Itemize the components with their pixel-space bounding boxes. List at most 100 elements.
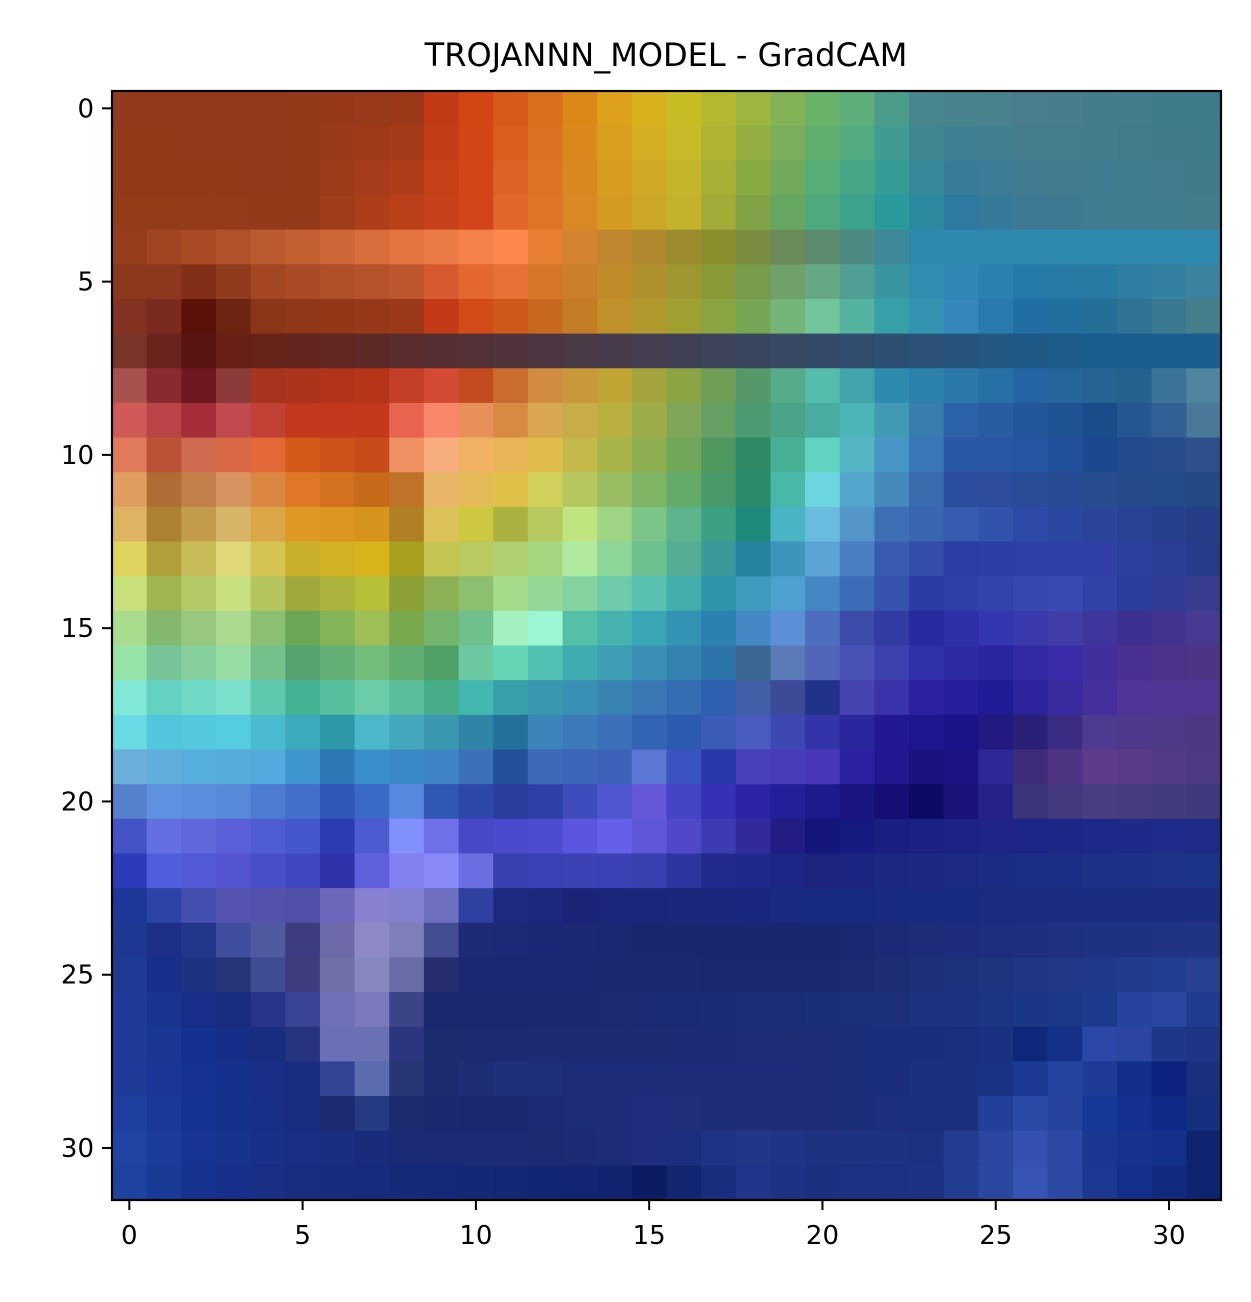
heatmap-cell [493,1026,529,1062]
heatmap-cell [943,680,980,716]
heatmap-cell [874,957,910,993]
heatmap-cell [285,749,321,785]
heatmap-cell [285,645,321,681]
heatmap-cell [839,784,876,820]
heatmap-cell [250,1165,286,1201]
heatmap-cell [770,402,806,439]
heatmap-cell [1047,506,1083,543]
heatmap-cell [423,680,460,716]
heatmap-cell [112,714,148,751]
heatmap-cell [701,680,737,716]
heatmap-cell [666,1096,702,1132]
heatmap-cell [562,1165,598,1201]
heatmap-cell [631,1165,668,1201]
heatmap-cell [1151,818,1187,855]
heatmap-cell [701,264,737,300]
heatmap-cell [423,125,460,161]
heatmap-cell [319,1026,356,1062]
heatmap-cell [250,541,286,577]
heatmap-cell [701,229,737,265]
heatmap-cell [1186,506,1222,543]
heatmap-cell [770,1096,806,1132]
heatmap-cell [112,402,148,439]
heatmap-cell [943,818,980,855]
heatmap-cell [1082,992,1118,1028]
heatmap-cell [562,749,598,785]
heatmap-cell [839,472,876,508]
heatmap-cell [770,506,806,543]
heatmap-cell [943,992,980,1028]
heatmap-cell [631,264,668,300]
heatmap-cell [978,472,1014,508]
heatmap-cell [631,714,668,751]
heatmap-cell [1117,749,1153,785]
heatmap-cell [1186,888,1222,924]
heatmap-cell [1117,818,1153,855]
heatmap-cell [181,506,217,543]
heatmap-cell [909,922,945,959]
heatmap-cell [597,714,633,751]
heatmap-cell [112,818,148,855]
heatmap-cell [909,541,945,577]
heatmap-cell [215,749,252,785]
heatmap-cell [943,125,980,161]
heatmap-cell [112,853,148,889]
heatmap-cell [839,229,876,265]
heatmap-cell [181,1061,217,1097]
heatmap-cell [354,437,390,473]
heatmap-cell [112,1096,148,1132]
heatmap-cell [354,645,390,681]
heatmap-cell [666,888,702,924]
heatmap-cell [112,749,148,785]
heatmap-cell [493,576,529,612]
heatmap-cell [1082,91,1118,127]
heatmap-cell [805,853,841,889]
heatmap-cell [215,992,252,1028]
heatmap-cell [423,1130,460,1166]
heatmap-cell [978,818,1014,855]
heatmap-cell [978,680,1014,716]
heatmap-cell [215,402,252,439]
heatmap-cell [354,160,390,196]
heatmap-cell [389,888,425,924]
heatmap-cell [943,610,980,647]
heatmap-cell [250,160,286,196]
heatmap-cell [631,957,668,993]
heatmap-cell [285,610,321,647]
heatmap-cell [423,714,460,751]
heatmap-cell [285,853,321,889]
heatmap-cell [1151,1130,1187,1166]
heatmap-cell [181,1026,217,1062]
heatmap-cell [215,576,252,612]
heatmap-cell [354,749,390,785]
heatmap-cell [181,749,217,785]
heatmap-cell [943,437,980,473]
heatmap-cell [527,472,564,508]
heatmap-cell [701,1165,737,1201]
heatmap-cell [112,1061,148,1097]
x-tick-label: 25 [979,1221,1012,1251]
heatmap-cell [285,1026,321,1062]
heatmap-cell [527,437,564,473]
heatmap-cell [874,784,910,820]
heatmap-cell [770,576,806,612]
heatmap-cell [354,333,390,369]
heatmap-cell [215,1026,252,1062]
heatmap-cell [1186,368,1222,404]
heatmap-cell [874,333,910,369]
heatmap-cell [389,957,425,993]
heatmap-cell [354,264,390,300]
heatmap-cell [1082,1165,1118,1201]
heatmap-cell [112,922,148,959]
heatmap-cell [839,853,876,889]
heatmap-cell [597,298,633,335]
heatmap-cell [735,680,772,716]
heatmap-cell [735,506,772,543]
heatmap-cell [978,160,1014,196]
heatmap-cell [181,1165,217,1201]
heatmap-cell [250,1061,286,1097]
heatmap-cell [943,853,980,889]
heatmap-cell [631,333,668,369]
heatmap-cell [735,541,772,577]
heatmap-cell [389,194,425,231]
